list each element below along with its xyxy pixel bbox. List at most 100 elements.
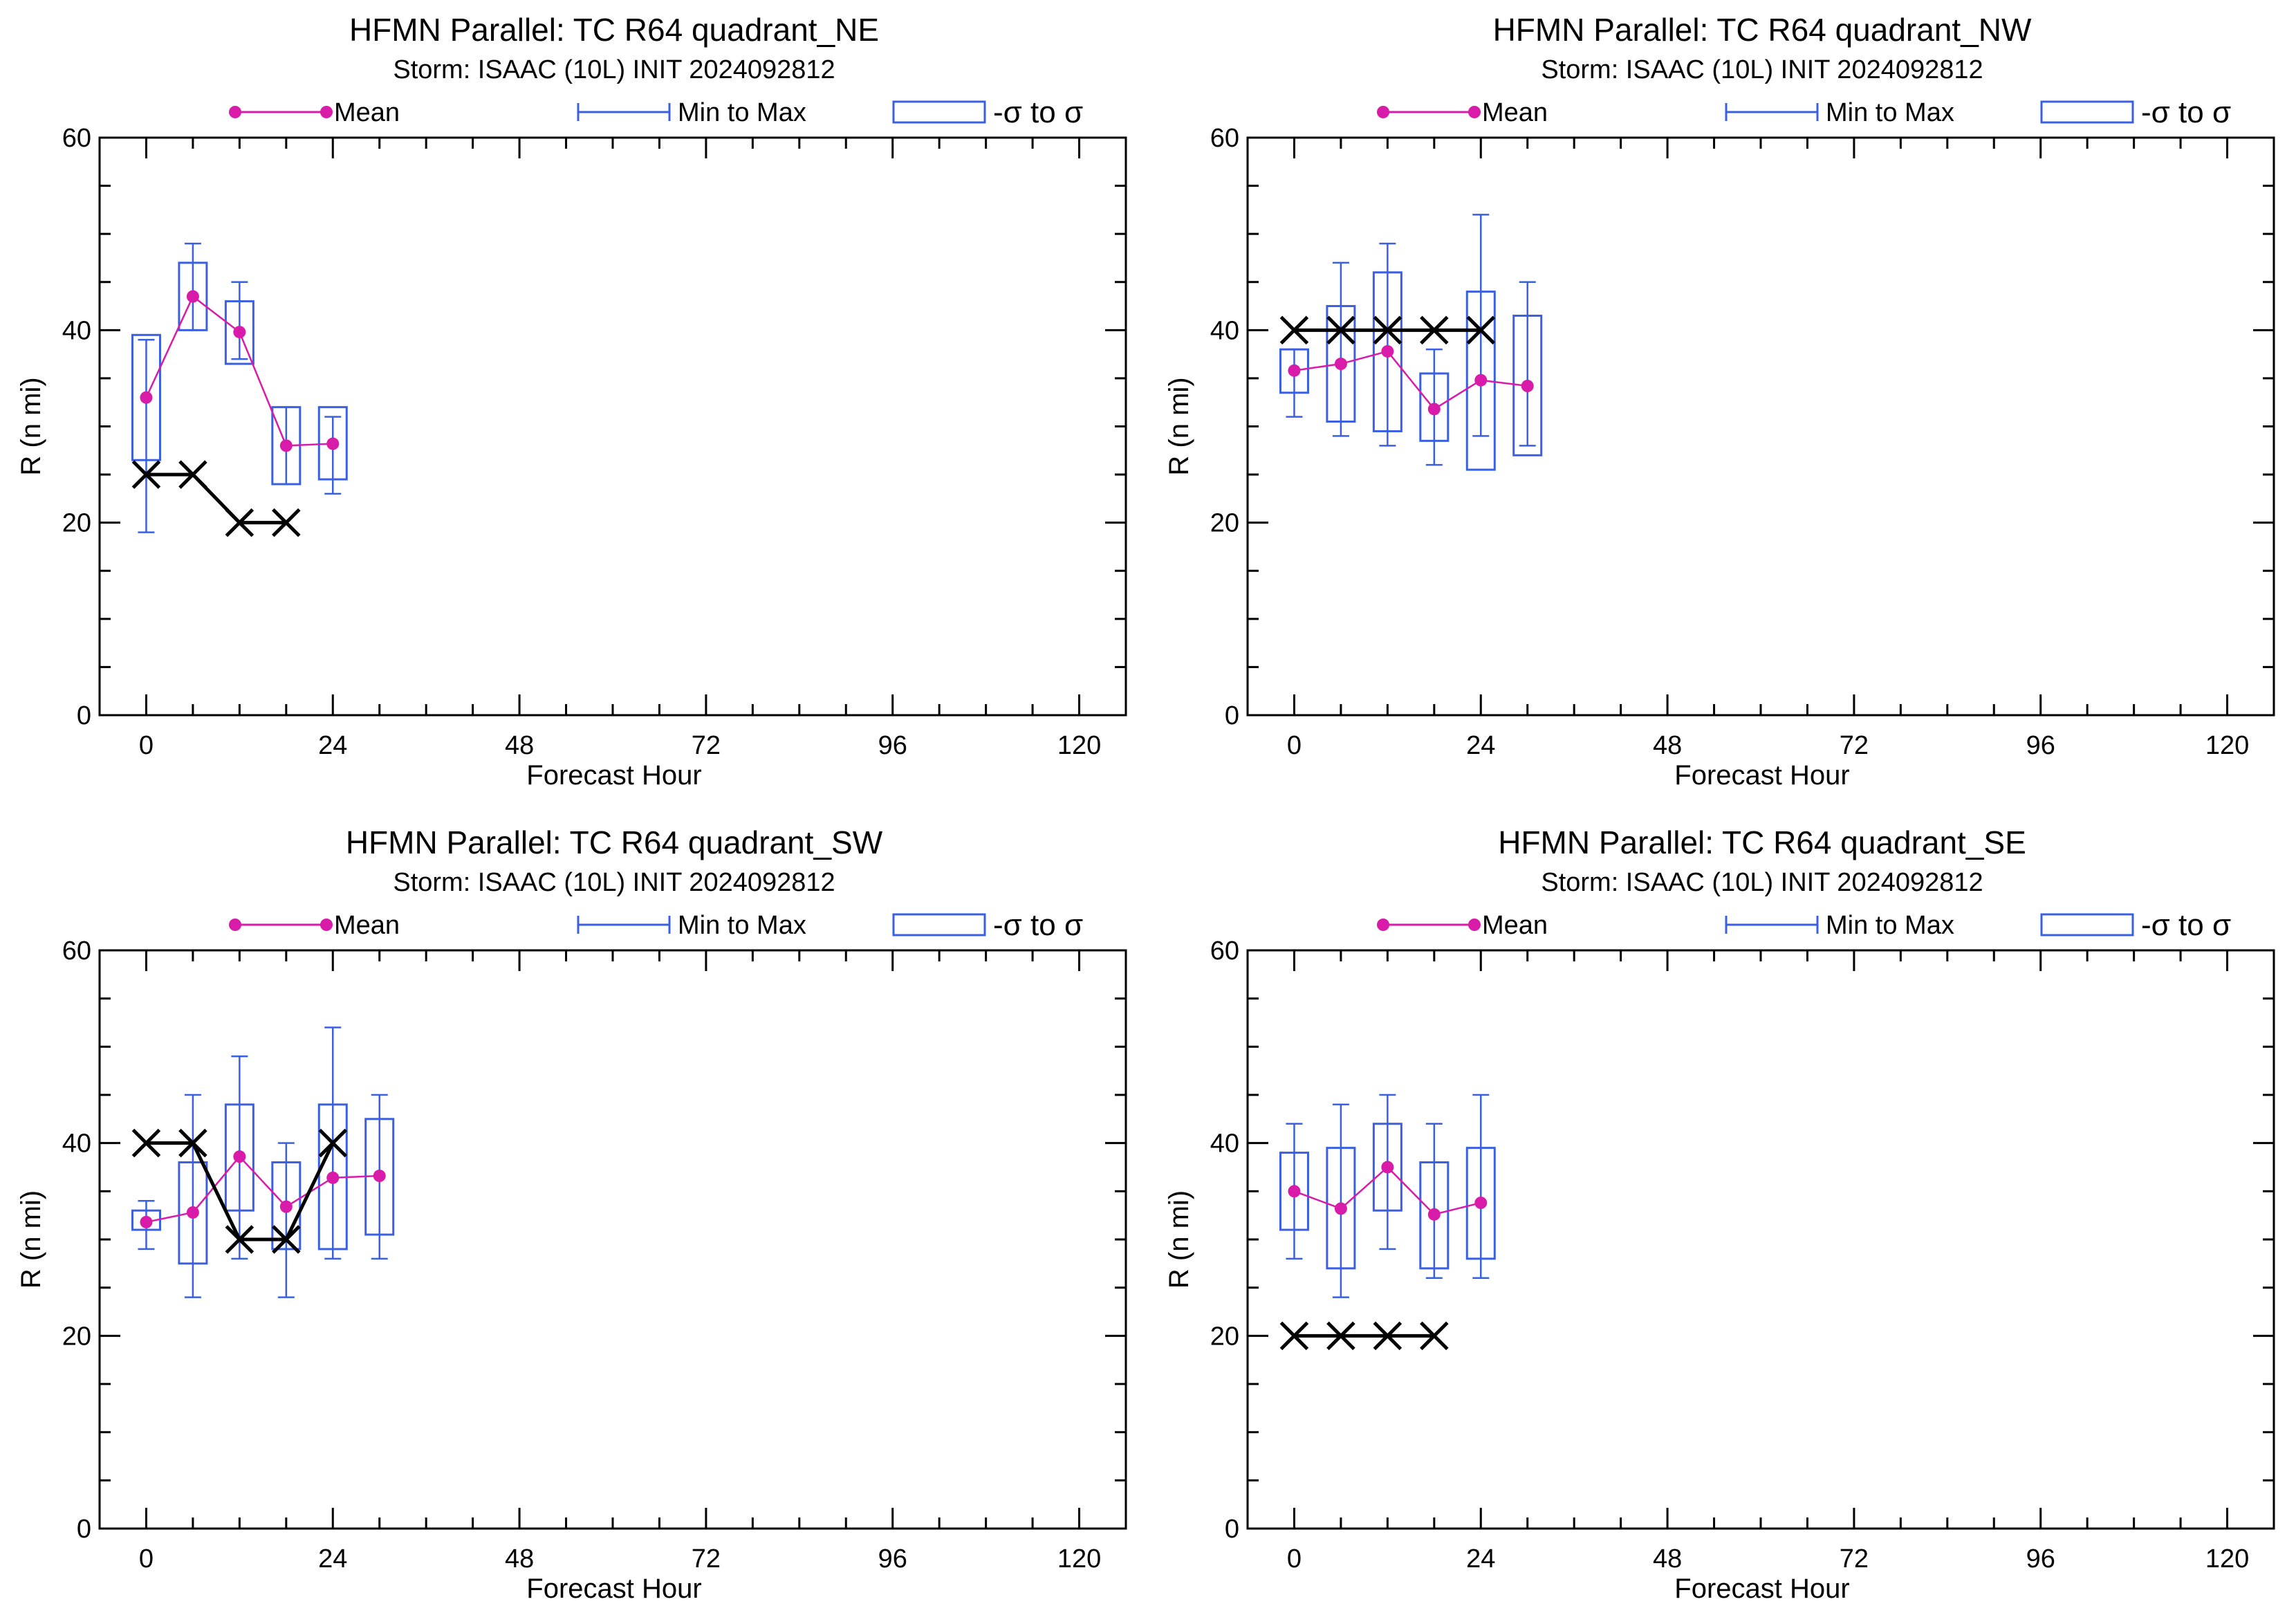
x-marker-stroke (1326, 315, 1355, 345)
sigma-box (131, 1209, 161, 1231)
legend-mean-marker (320, 919, 333, 931)
plot-frame (98, 136, 1127, 717)
chart-title: HFMN Parallel: TC R64 quadrant_NE (349, 12, 879, 48)
y-tick-label: 40 (62, 316, 91, 345)
sigma-box (317, 406, 348, 481)
sigma-box (178, 1161, 208, 1265)
sigma-box (1326, 1147, 1356, 1270)
mean-point (1334, 1202, 1347, 1215)
legend-mean-marker (1377, 919, 1389, 931)
mean-point (1427, 1208, 1441, 1221)
verification-point (318, 1128, 348, 1158)
verification-point (1373, 315, 1402, 345)
mean-point (373, 1170, 386, 1183)
legend-minmax-label: Min to Max (1826, 98, 1954, 127)
x-tick-label: 0 (139, 731, 154, 760)
mean-point (1474, 373, 1488, 387)
chart-title: HFMN Parallel: TC R64 quadrant_SE (1498, 824, 2026, 860)
y-axis-label: R (n mi) (1164, 377, 1194, 475)
legend-sigma-box (892, 100, 986, 124)
mean-line (146, 1155, 380, 1224)
x-tick-label: 96 (878, 731, 907, 760)
verification-point (178, 1128, 207, 1158)
chart-subtitle: Storm: ISAAC (10L) INIT 2024092812 (1541, 55, 1983, 84)
x-tick-label: 48 (1653, 1544, 1682, 1574)
chart-subtitle: Storm: ISAAC (10L) INIT 2024092812 (393, 868, 835, 897)
verification-point (1326, 1321, 1355, 1351)
verification-point (272, 1225, 301, 1254)
mean-point (1381, 1161, 1394, 1174)
y-tick-label: 40 (62, 1129, 91, 1159)
x-tick-label: 120 (2205, 731, 2249, 760)
verification-point (1420, 315, 1449, 345)
x-tick-label: 48 (1653, 731, 1682, 760)
chart-title: HFMN Parallel: TC R64 quadrant_NW (1493, 12, 2032, 48)
y-tick-label: 20 (62, 1322, 91, 1351)
mean-point (233, 1150, 246, 1163)
chart-subtitle: Storm: ISAAC (10L) INIT 2024092812 (393, 55, 835, 84)
verification-point (225, 508, 254, 537)
x-tick-label: 96 (2026, 1544, 2055, 1574)
legend-mean-marker (229, 106, 241, 118)
x-tick-label: 0 (1287, 1544, 1302, 1574)
legend-mean-marker (1377, 106, 1389, 118)
y-tick-label: 60 (1210, 124, 1239, 153)
x-marker-stroke (1373, 1321, 1402, 1351)
legend-mean-marker (229, 919, 241, 931)
legend-minmax-label: Min to Max (678, 98, 806, 127)
mean-point (1521, 380, 1534, 393)
mean-point (326, 1171, 340, 1184)
y-tick-label: 0 (77, 1515, 91, 1544)
sigma-box (1279, 348, 1309, 394)
mean-line (1294, 350, 1528, 411)
x-marker-stroke (272, 1225, 301, 1254)
mean-point (140, 1215, 153, 1228)
y-tick-label: 60 (62, 936, 91, 966)
sigma-box (178, 261, 208, 331)
verification-point (272, 508, 301, 537)
sigma-box (1279, 1152, 1309, 1231)
x-marker-stroke (1279, 1321, 1309, 1351)
y-tick-label: 20 (1210, 509, 1239, 538)
mean-point (326, 437, 340, 450)
x-axis-label: Forecast Hour (526, 760, 701, 791)
x-marker-stroke (1373, 315, 1402, 345)
verification-point (1279, 315, 1309, 345)
mean-point (1288, 1185, 1301, 1198)
verification-point (1466, 315, 1496, 345)
chart-panel: HFMN Parallel: TC R64 quadrant_SE Storm: … (1164, 824, 2275, 1604)
x-axis-label: Forecast Hour (1674, 760, 1849, 791)
legend-mean-marker (320, 106, 333, 118)
mean-point (1334, 358, 1347, 371)
sigma-box (1465, 1147, 1496, 1260)
legend-minmax-label: Min to Max (678, 911, 806, 940)
y-tick-label: 20 (62, 509, 91, 538)
x-marker-stroke (1279, 315, 1309, 345)
x-tick-label: 48 (505, 1544, 534, 1574)
x-tick-label: 120 (1057, 731, 1101, 760)
x-marker-stroke (131, 1128, 161, 1158)
x-marker-stroke (178, 1128, 207, 1158)
mean-point (140, 391, 153, 404)
legend-sigma-label: -σ to σ (993, 908, 1083, 942)
verification-point (225, 1225, 254, 1254)
y-tick-label: 40 (1210, 316, 1239, 345)
mean-point (279, 1200, 293, 1213)
verification-point (1279, 1321, 1309, 1351)
mean-point (186, 290, 199, 303)
mean-point (1381, 344, 1394, 358)
y-tick-label: 20 (1210, 1322, 1239, 1351)
legend-sigma-box (2040, 913, 2134, 936)
verification-point (131, 460, 161, 489)
verification-point (1326, 315, 1355, 345)
x-axis-label: Forecast Hour (1674, 1574, 1849, 1604)
sigma-box (131, 333, 161, 461)
x-tick-label: 96 (2026, 731, 2055, 760)
y-axis-label: R (n mi) (16, 1190, 46, 1289)
mean-point (1427, 403, 1441, 416)
chart-panel: HFMN Parallel: TC R64 quadrant_NW Storm: … (1164, 12, 2275, 791)
plot-frame (1246, 949, 2275, 1530)
legend-sigma-box (2040, 100, 2134, 124)
x-marker-stroke (1420, 315, 1449, 345)
